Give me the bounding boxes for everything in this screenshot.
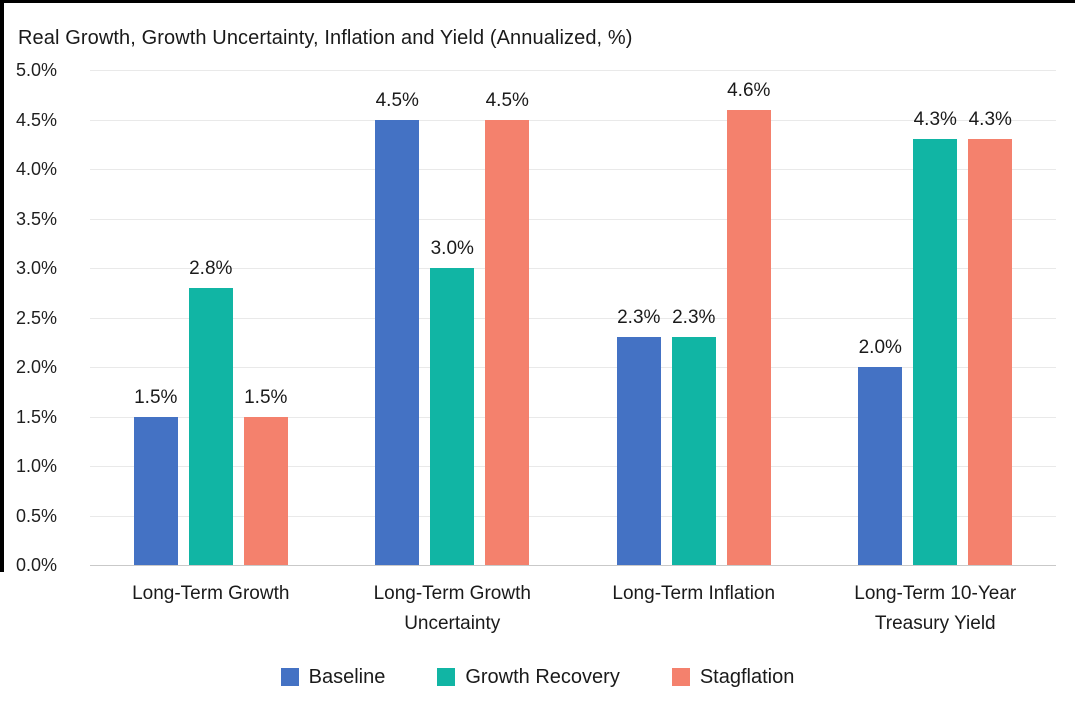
y-axis-tick-label: 1.0%	[16, 456, 58, 476]
bar-data-label: 4.5%	[485, 89, 529, 111]
bar-growth-recovery	[913, 139, 958, 565]
top-border-line	[0, 0, 1075, 3]
x-axis-category-label: Long-Term Growth	[90, 579, 332, 609]
y-axis-tick-label: 3.5%	[16, 208, 58, 229]
gridline	[90, 119, 1056, 121]
left-border-line	[0, 0, 4, 572]
gridline	[90, 169, 1056, 170]
y-axis-tick-label: 1.5%	[16, 406, 58, 427]
bar-growth-recovery	[430, 268, 475, 565]
legend-item-stagflation: Stagflation	[671, 664, 795, 690]
y-axis-tick-label: 2.5%	[16, 307, 58, 328]
legend-item-growth-recovery: Growth Recovery	[437, 664, 620, 690]
x-axis-category-text: Long-Term Growth Uncertainty	[373, 583, 531, 634]
bar-data-label: 2.3%	[672, 307, 716, 329]
x-axis-category-text: Long-Term 10-Year Treasury Yield	[854, 583, 1017, 634]
x-axis-category-label: Long-Term 10-Year Treasury Yield	[815, 579, 1057, 639]
bar-data-label: 4.3%	[913, 109, 957, 131]
gridline	[90, 317, 1056, 319]
bar-baseline	[133, 416, 178, 565]
bar-stagflation	[243, 416, 288, 565]
bar-baseline	[616, 337, 661, 565]
legend-label: Baseline	[308, 666, 386, 688]
bar-data-label: 1.5%	[244, 386, 288, 408]
legend-swatch-icon	[280, 668, 299, 686]
gridline	[90, 367, 1056, 368]
legend-label: Growth Recovery	[465, 666, 620, 688]
gridline	[90, 70, 1056, 71]
y-axis-tick-label: 0.0%	[16, 555, 58, 575]
bar-stagflation	[485, 119, 530, 565]
bar-baseline	[375, 119, 420, 565]
gridline	[90, 218, 1056, 220]
bar-data-label: 4.3%	[968, 109, 1012, 131]
bar-data-label: 2.0%	[858, 337, 902, 358]
bar-baseline	[858, 367, 903, 565]
y-axis-tick-label: 4.5%	[16, 109, 58, 130]
x-axis-line	[90, 565, 1056, 566]
bar-data-label: 4.5%	[375, 89, 419, 111]
y-axis-tick-label: 0.5%	[16, 505, 58, 526]
y-axis-tick-label: 2.0%	[16, 357, 58, 377]
y-axis-tick-label: 4.0%	[16, 159, 58, 179]
x-axis-category-label: Long-Term Inflation	[573, 579, 815, 609]
y-axis-tick-label: 3.0%	[16, 258, 58, 278]
bar-data-label: 1.5%	[134, 386, 178, 408]
gridline	[90, 466, 1056, 467]
legend-swatch-icon	[437, 668, 456, 686]
x-axis-category-text: Long-Term Inflation	[612, 583, 776, 604]
chart-title: Real Growth, Growth Uncertainty, Inflati…	[18, 27, 633, 49]
bar-stagflation	[968, 139, 1013, 565]
bar-stagflation	[726, 109, 771, 565]
y-axis-tick-label: 5.0%	[16, 60, 58, 80]
legend-label: Stagflation	[699, 666, 795, 688]
bar-growth-recovery	[188, 287, 233, 565]
legend-swatch-icon	[671, 668, 690, 686]
bar-growth-recovery	[671, 337, 716, 565]
bar-data-label: 2.8%	[189, 257, 233, 279]
legend-item-baseline: Baseline	[280, 664, 386, 690]
gridline	[90, 515, 1056, 517]
chart-legend: Baseline Growth Recovery Stagflation	[0, 664, 1075, 690]
gridline	[90, 416, 1056, 418]
bar-data-label: 4.6%	[727, 79, 771, 101]
x-axis-category-label: Long-Term Growth Uncertainty	[332, 579, 574, 639]
x-axis-category-text: Long-Term Growth	[132, 583, 290, 604]
gridline	[90, 268, 1056, 269]
bar-data-label: 2.3%	[617, 307, 661, 329]
bar-data-label: 3.0%	[430, 238, 474, 259]
